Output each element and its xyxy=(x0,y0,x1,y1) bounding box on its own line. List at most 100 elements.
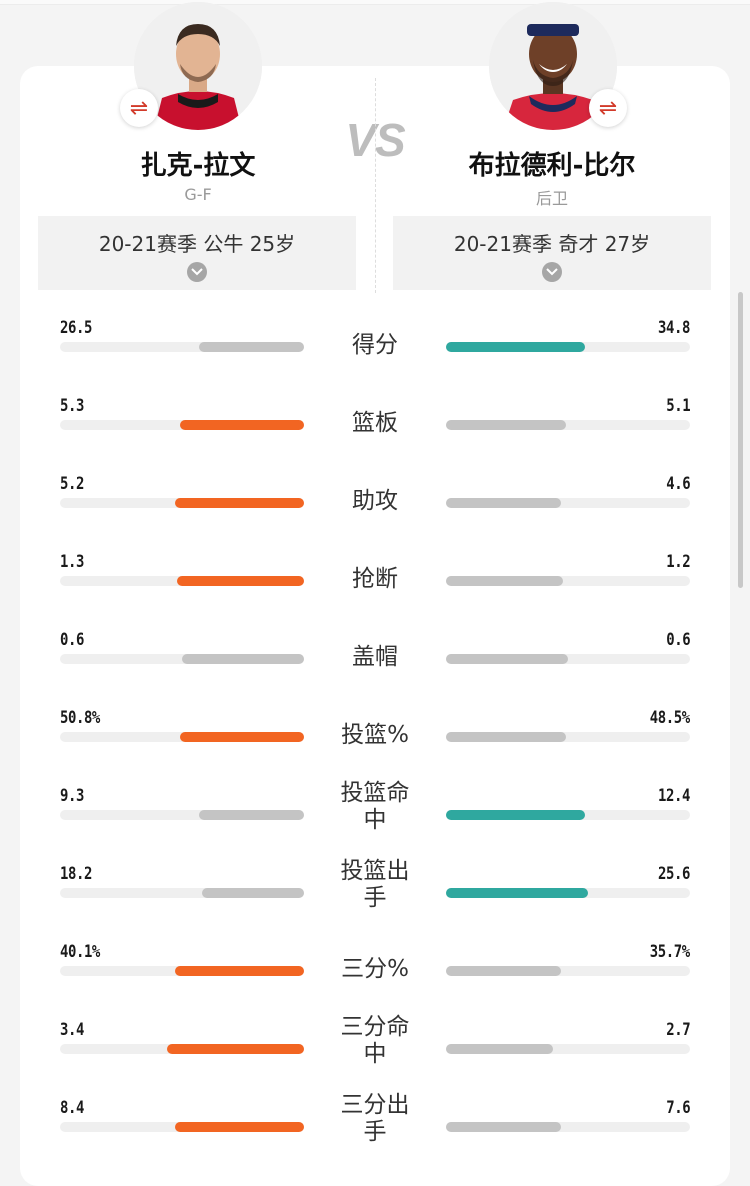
left-stat-value: 0.6 xyxy=(60,630,84,650)
right-stat-value: 34.8 xyxy=(658,318,690,338)
stat-row: 40.1% 35.7% 三分% xyxy=(0,942,750,1020)
left-season-selector[interactable]: 20-21赛季 公牛 25岁 xyxy=(38,216,356,290)
left-stat-bar-track xyxy=(60,654,304,664)
left-stat-bar-track xyxy=(60,1122,304,1132)
right-stat-bar-track xyxy=(446,420,690,430)
right-stat-bar xyxy=(446,654,568,664)
left-stat-bar-track xyxy=(60,1044,304,1054)
left-stat-bar xyxy=(175,1122,304,1132)
right-season-selector[interactable]: 20-21赛季 奇才 27岁 xyxy=(393,216,711,290)
right-stat-value: 0.6 xyxy=(666,630,690,650)
right-stat-value: 1.2 xyxy=(666,552,690,572)
stat-row: 26.5 34.8 得分 xyxy=(0,318,750,396)
left-stat-value: 5.3 xyxy=(60,396,84,416)
left-stat-bar xyxy=(182,654,304,664)
stat-label: 投篮出手 xyxy=(340,858,410,911)
top-bar xyxy=(0,0,750,5)
left-stat-value: 5.2 xyxy=(60,474,84,494)
stat-row: 0.6 0.6 盖帽 xyxy=(0,630,750,708)
stat-row: 3.4 2.7 三分命中 xyxy=(0,1014,750,1098)
left-stat-bar-track xyxy=(60,576,304,586)
left-stat-value: 18.2 xyxy=(60,864,92,884)
swap-icon: ⇌ xyxy=(598,95,618,121)
left-stat-value: 40.1% xyxy=(60,942,100,962)
left-player-avatar[interactable] xyxy=(134,2,262,130)
right-stat-bar xyxy=(446,576,563,586)
stat-label: 盖帽 xyxy=(352,644,398,670)
stat-label: 投篮% xyxy=(341,722,409,748)
right-stat-bar-track xyxy=(446,654,690,664)
right-season-label: 20-21赛季 奇才 27岁 xyxy=(453,232,651,256)
left-stat-value: 26.5 xyxy=(60,318,92,338)
right-stat-bar xyxy=(446,888,588,898)
stat-label: 得分 xyxy=(352,332,398,358)
center-divider xyxy=(375,78,376,293)
left-stat-value: 9.3 xyxy=(60,786,84,806)
left-stat-bar-track xyxy=(60,498,304,508)
stat-label: 三分出手 xyxy=(340,1092,410,1145)
right-stat-bar-track xyxy=(446,810,690,820)
stat-row: 5.3 5.1 篮板 xyxy=(0,396,750,474)
right-stat-bar xyxy=(446,966,561,976)
player-photo-icon xyxy=(489,2,617,130)
stat-label: 投篮命中 xyxy=(340,780,410,833)
right-player-avatar[interactable] xyxy=(489,2,617,130)
right-stat-bar-track xyxy=(446,1044,690,1054)
stat-row: 5.2 4.6 助攻 xyxy=(0,474,750,552)
left-stat-bar xyxy=(175,966,304,976)
left-stat-bar-track xyxy=(60,342,304,352)
left-stat-bar xyxy=(202,888,304,898)
stat-row: 18.2 25.6 投篮出手 xyxy=(0,858,750,942)
left-stat-bar xyxy=(199,810,304,820)
player-photo-icon xyxy=(134,2,262,130)
stat-label: 篮板 xyxy=(352,410,398,436)
right-stat-value: 48.5% xyxy=(650,708,690,728)
stat-row: 8.4 7.6 三分出手 xyxy=(0,1092,750,1176)
chevron-down-icon[interactable] xyxy=(542,262,562,282)
right-stat-bar-track xyxy=(446,498,690,508)
stat-label: 助攻 xyxy=(352,488,398,514)
right-stat-bar xyxy=(446,732,566,742)
right-stat-value: 12.4 xyxy=(658,786,690,806)
right-stat-bar xyxy=(446,498,561,508)
left-stat-bar-track xyxy=(60,810,304,820)
left-player-position: G-F xyxy=(184,185,212,204)
left-stat-value: 3.4 xyxy=(60,1020,84,1040)
stat-label: 抢断 xyxy=(352,566,398,592)
left-stat-bar xyxy=(180,732,304,742)
swap-right-player-icon[interactable]: ⇌ xyxy=(589,89,627,127)
right-stat-value: 35.7% xyxy=(650,942,690,962)
right-stat-value: 2.7 xyxy=(666,1020,690,1040)
left-stat-bar xyxy=(167,1044,304,1054)
right-player-position: 后卫 xyxy=(535,189,568,208)
left-player-name: 扎克-拉文 xyxy=(140,151,256,181)
right-stat-value: 4.6 xyxy=(666,474,690,494)
left-stat-bar-track xyxy=(60,966,304,976)
left-stat-value: 50.8% xyxy=(60,708,100,728)
right-stat-value: 25.6 xyxy=(658,864,690,884)
left-stat-bar-track xyxy=(60,732,304,742)
stat-label: 三分命中 xyxy=(340,1014,410,1067)
right-stat-bar-track xyxy=(446,732,690,742)
left-stat-value: 8.4 xyxy=(60,1098,84,1118)
chevron-down-icon[interactable] xyxy=(187,262,207,282)
stat-row: 1.3 1.2 抢断 xyxy=(0,552,750,630)
right-stat-bar-track xyxy=(446,888,690,898)
right-stat-bar-track xyxy=(446,342,690,352)
right-stat-bar xyxy=(446,1122,561,1132)
right-stat-value: 7.6 xyxy=(666,1098,690,1118)
stat-row: 9.3 12.4 投篮命中 xyxy=(0,780,750,864)
left-stat-bar xyxy=(177,576,304,586)
left-stat-bar-track xyxy=(60,888,304,898)
left-stat-bar xyxy=(175,498,304,508)
right-stat-bar-track xyxy=(446,966,690,976)
left-stat-bar-track xyxy=(60,420,304,430)
scrollbar[interactable] xyxy=(738,292,743,588)
right-stat-bar-track xyxy=(446,576,690,586)
right-stat-bar xyxy=(446,810,585,820)
stat-label: 三分% xyxy=(341,956,409,982)
left-stat-bar xyxy=(180,420,304,430)
right-stat-bar xyxy=(446,1044,553,1054)
stat-row: 50.8% 48.5% 投篮% xyxy=(0,708,750,786)
swap-left-player-icon[interactable]: ⇌ xyxy=(120,89,158,127)
